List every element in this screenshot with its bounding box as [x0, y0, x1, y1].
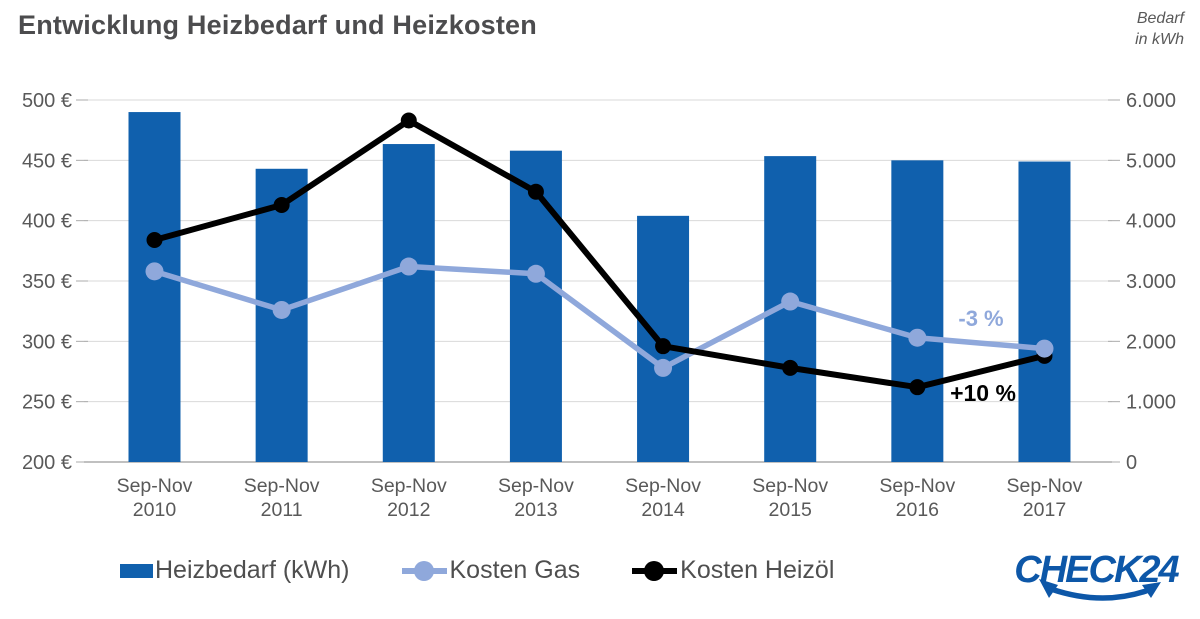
- gas-line: [151, 263, 1048, 371]
- check24-smile-arrowhead-left: [1039, 579, 1058, 598]
- right-axis-tick-label: 5.000: [1126, 150, 1176, 172]
- x-tick-label-season: Sep-Nov: [752, 475, 828, 497]
- x-tick-label-season: Sep-Nov: [879, 475, 955, 497]
- heizoel-point-2014: [655, 338, 672, 355]
- check24-logo: CHECK24: [1006, 544, 1186, 609]
- left-axis-tick-label: 250 €: [22, 392, 72, 414]
- heizbedarf-bar-swatch-icon: [120, 563, 153, 578]
- check24-smile-icon: [1048, 586, 1149, 601]
- x-tick-label-season: Sep-Nov: [117, 475, 193, 497]
- heizoel-line: [151, 117, 1048, 391]
- chart-legend: Heizbedarf (kWh) Kosten Gas Kosten Heizö…: [120, 556, 834, 585]
- heizoel-point-2015: [782, 359, 799, 376]
- left-axis-tick-label: 350 €: [22, 271, 72, 293]
- x-tick-label-year: 2010: [133, 499, 177, 521]
- heizoel-point-2012: [400, 112, 417, 129]
- left-axis-tick-label: 300 €: [22, 331, 72, 353]
- gas-point-2012: [399, 257, 418, 276]
- bar-2017: [1018, 161, 1071, 463]
- x-tick-label-season: Sep-Nov: [371, 475, 447, 497]
- check24-smile-arrowhead-right: [1142, 582, 1161, 598]
- heizoel-point-2010: [146, 231, 163, 248]
- bar-2013: [509, 150, 562, 462]
- gas-point-2011: [272, 300, 291, 319]
- legend-label-heizbedarf: Heizbedarf (kWh): [155, 556, 350, 584]
- x-tick-label-year: 2016: [896, 499, 939, 521]
- annotation--3pct: -3 %: [958, 306, 1003, 331]
- chart-title: Entwicklung Heizbedarf und Heizkosten: [18, 10, 537, 40]
- bar-2016: [891, 160, 944, 463]
- gas-point-2013: [526, 264, 545, 283]
- gas-line-swatch-icon: [401, 560, 447, 581]
- legend-label-kosten-heizoel: Kosten Heizöl: [680, 556, 835, 584]
- gas-point-2015: [781, 292, 800, 311]
- gas-point-2017: [1035, 339, 1054, 358]
- heizoel-line-swatch-icon: [632, 560, 678, 581]
- x-tick-label-season: Sep-Nov: [244, 475, 320, 497]
- left-axis-tick-label: 200 €: [22, 452, 72, 474]
- x-tick-label-year: 2012: [387, 499, 430, 521]
- x-tick-label-year: 2011: [261, 499, 303, 521]
- x-tick-label-season: Sep-Nov: [1007, 475, 1083, 497]
- x-tick-label-year: 2015: [769, 499, 813, 521]
- bar-2012: [382, 144, 435, 462]
- right-axis-tick-label: 2.000: [1126, 331, 1176, 353]
- right-axis-tick-label: 0: [1126, 452, 1137, 474]
- x-tick-label-season: Sep-Nov: [498, 475, 574, 497]
- legend-label-kosten-gas: Kosten Gas: [449, 556, 581, 584]
- x-tick-label-season: Sep-Nov: [625, 475, 701, 497]
- gas-point-2016: [908, 328, 927, 347]
- right-axis-note: Bedarf in kWh: [1135, 10, 1184, 48]
- legend-item-kosten-gas: Kosten Gas: [401, 556, 581, 585]
- x-tick-label-year: 2013: [514, 499, 557, 521]
- heizoel-dot-icon: [644, 560, 665, 581]
- legend-item-heizbedarf: Heizbedarf (kWh): [120, 556, 350, 585]
- legend-item-kosten-heizoel: Kosten Heizöl: [632, 556, 834, 585]
- right-axis-tick-label: 6.000: [1126, 90, 1176, 112]
- right-axis-tick-label: 3.000: [1126, 271, 1176, 293]
- annotation-+10pct: +10 %: [950, 380, 1016, 406]
- gas-point-2014: [654, 358, 673, 377]
- x-tick-label-year: 2014: [641, 499, 685, 521]
- left-axis-tick-label: 400 €: [22, 211, 72, 233]
- gas-dot-icon: [413, 560, 434, 581]
- gas-point-2010: [145, 262, 164, 281]
- left-axis-tick-label: 500 €: [22, 90, 72, 112]
- left-axis-tick-label: 450 €: [22, 150, 72, 172]
- bar-2010: [128, 112, 181, 463]
- right-axis-tick-label: 1.000: [1126, 392, 1176, 414]
- right-axis-tick-label: 4.000: [1126, 211, 1176, 233]
- heizoel-point-2011: [273, 196, 290, 213]
- heizoel-point-2016: [909, 379, 926, 396]
- heizoel-point-2013: [527, 183, 544, 200]
- x-tick-label-year: 2017: [1023, 499, 1066, 521]
